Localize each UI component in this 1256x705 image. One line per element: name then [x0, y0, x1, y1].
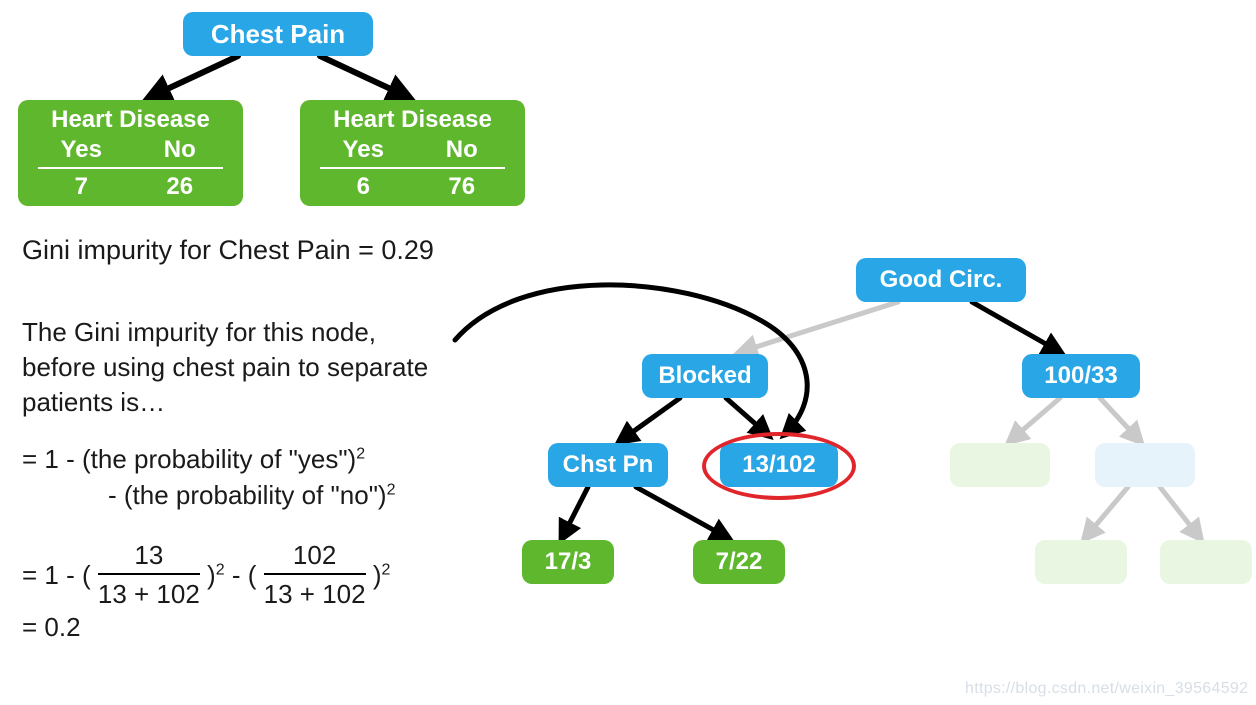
eq2-line: = 1 - ( 13 13 + 102 )2 - ( 102 13 + 102 … — [22, 540, 390, 614]
hd-no-label: No — [413, 136, 512, 164]
highlight-ellipse — [702, 432, 856, 500]
hd-no-val: 26 — [131, 173, 230, 201]
ghost-node-3 — [1035, 540, 1127, 584]
hd-table-right: Heart Disease Yes No 6 76 — [300, 100, 525, 206]
leaf-7-22: 7/22 — [693, 540, 785, 584]
para-line-1: The Gini impurity for this node, — [22, 315, 376, 350]
node-blocked: Blocked — [642, 354, 768, 398]
hd-yes-label: Yes — [32, 136, 131, 164]
node-chst-pn: Chst Pn — [548, 443, 668, 487]
hd-table-left: Heart Disease Yes No 7 26 — [18, 100, 243, 206]
ghost-node-2 — [1095, 443, 1195, 487]
para-line-2: before using chest pain to separate — [22, 350, 428, 385]
para-line-3: patients is… — [22, 385, 165, 420]
ghost-node-1 — [950, 443, 1050, 487]
node-good-circ: Good Circ. — [856, 258, 1026, 302]
leaf-17-3: 17/3 — [522, 540, 614, 584]
hd-title: Heart Disease — [32, 106, 229, 134]
gini-line: Gini impurity for Chest Pain = 0.29 — [22, 232, 434, 268]
hd-no-val: 76 — [413, 173, 512, 201]
hd-yes-val: 6 — [314, 173, 413, 201]
eq3-line: = 0.2 — [22, 610, 81, 645]
ghost-node-4 — [1160, 540, 1252, 584]
node-100-33: 100/33 — [1022, 354, 1140, 398]
eq1-line-b: - (the probability of "no")2 — [108, 478, 396, 513]
hd-title: Heart Disease — [314, 106, 511, 134]
node-chest-pain: Chest Pain — [183, 12, 373, 56]
hd-yes-label: Yes — [314, 136, 413, 164]
eq1-line-a: = 1 - (the probability of "yes")2 — [22, 442, 365, 477]
hd-yes-val: 7 — [32, 173, 131, 201]
watermark: https://blog.csdn.net/weixin_39564592 — [965, 680, 1248, 698]
hd-no-label: No — [131, 136, 230, 164]
